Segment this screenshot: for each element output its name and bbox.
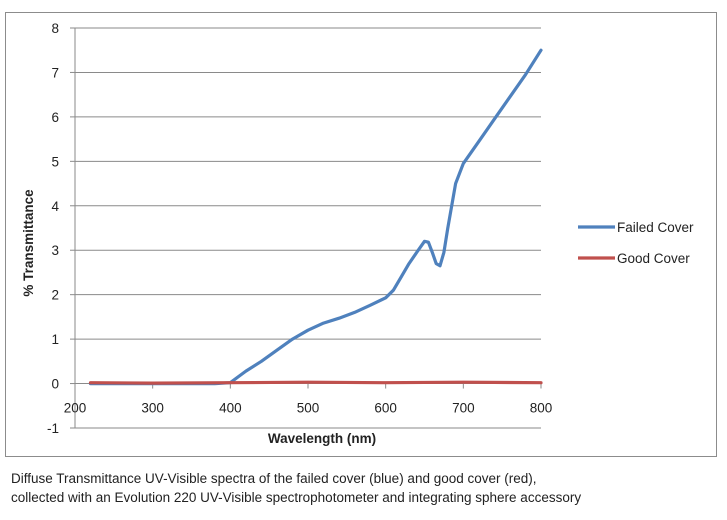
legend-label: Good Cover	[617, 251, 690, 266]
x-tick-label: 500	[297, 401, 320, 416]
tick-layer: -1 0 1 2 3 4 5 6 7 8 200 300 400 500 600 700 800	[47, 21, 552, 436]
y-tick-label: 6	[51, 110, 59, 125]
x-tick-label: 400	[219, 401, 242, 416]
series-layer	[88, 48, 543, 386]
x-tick-label: 200	[64, 401, 87, 416]
x-tick-label: 800	[530, 401, 553, 416]
series-line-good-cover	[88, 380, 543, 385]
grid-layer	[75, 27, 541, 385]
series-line-failed-cover	[88, 48, 543, 386]
y-tick-label: 5	[51, 154, 59, 169]
legend-label: Failed Cover	[617, 220, 694, 235]
x-tick-label: 600	[374, 401, 397, 416]
x-tick-label: 300	[141, 401, 164, 416]
legend-layer: Failed Cover Good Cover	[578, 220, 694, 266]
axis-layer	[74, 28, 541, 429]
y-tick-label: -1	[47, 421, 59, 436]
y-tick-label: 7	[51, 65, 59, 80]
y-tick-label: 3	[51, 243, 59, 258]
y-tick-label: 2	[51, 288, 59, 303]
y-tick-label: 0	[51, 377, 59, 392]
caption-line-2: collected with an Evolution 220 UV-Visib…	[11, 490, 582, 505]
y-tick-label: 8	[51, 21, 59, 36]
caption-line-1: Diffuse Transmittance UV-Visible spectra…	[11, 471, 537, 486]
y-tick-label: 4	[51, 199, 59, 214]
y-axis-title: % Transmittance	[21, 189, 36, 297]
chart-svg: -1 0 1 2 3 4 5 6 7 8 200 300 400 500 600 700 800 Failed …	[21, 21, 694, 446]
y-tick-label: 1	[51, 332, 59, 347]
x-tick-label: 700	[452, 401, 475, 416]
x-axis-title: Wavelength (nm)	[268, 431, 376, 446]
chart-frame: -1 0 1 2 3 4 5 6 7 8 200 300 400 500 600 700 800 Failed …	[5, 12, 717, 457]
